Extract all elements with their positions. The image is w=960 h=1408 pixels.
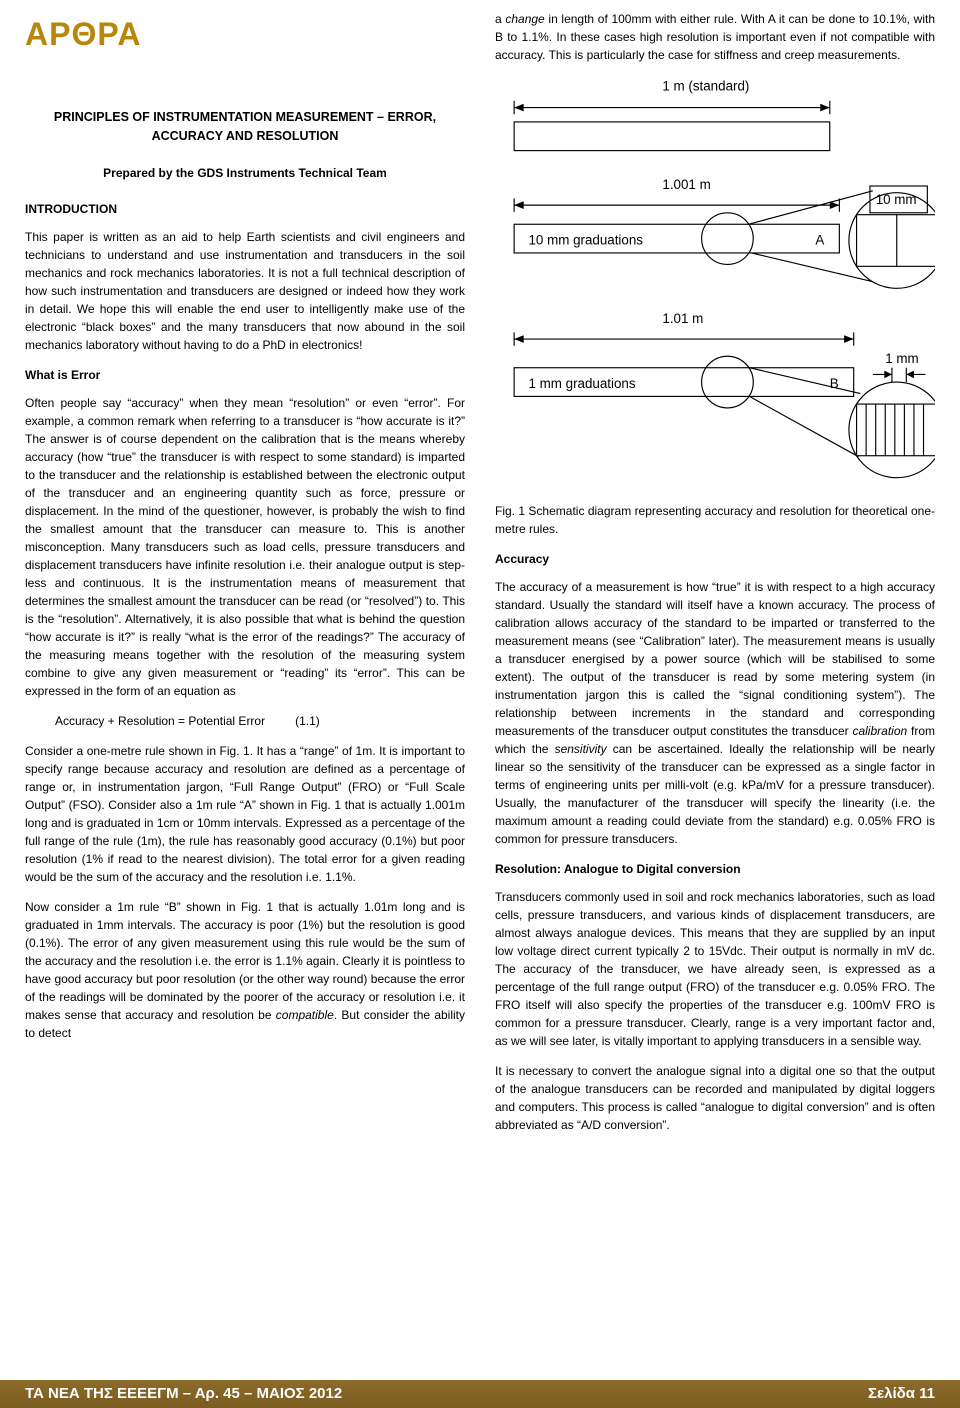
error-paragraph-3: Now consider a 1m rule “B” shown in Fig.… [25, 898, 465, 1042]
label-a-length: 1.001 m [662, 177, 710, 192]
label-a-grad: 10 mm graduations [528, 232, 643, 247]
heading-accuracy: Accuracy [495, 550, 935, 568]
two-column-layout: ΑΡΘΡΑ PRINCIPLES OF INSTRUMENTATION MEAS… [25, 10, 935, 1146]
error-paragraph-2: Consider a one-metre rule shown in Fig. … [25, 742, 465, 886]
resolution-paragraph-2: It is necessary to convert the analogue … [495, 1062, 935, 1134]
footer-right: Σελίδα 11 [868, 1383, 935, 1406]
top-p-a: a [495, 12, 505, 26]
left-column: ΑΡΘΡΑ PRINCIPLES OF INSTRUMENTATION MEAS… [25, 10, 465, 1146]
diagram-svg: 1 m (standard) 1.001 m 1 [495, 76, 935, 487]
equation-1-1: Accuracy + Resolution = Potential Error … [25, 712, 465, 730]
acc-p1-i2: sensitivity [555, 742, 607, 756]
label-b-grad: 1 mm graduations [528, 376, 635, 391]
label-b-length: 1.01 m [662, 311, 703, 326]
acc-p1-a: The accuracy of a measurement is how “tr… [495, 580, 935, 738]
err-p3-part-a: Now consider a 1m rule “B” shown in Fig.… [25, 900, 465, 1022]
equation-text: Accuracy + Resolution = Potential Error [55, 714, 265, 728]
acc-p1-c: can be ascertained. Ideally the relation… [495, 742, 935, 846]
heading-introduction: INTRODUCTION [25, 200, 465, 218]
right-column: a change in length of 100mm with either … [495, 10, 935, 1146]
label-standard: 1 m (standard) [662, 78, 749, 93]
accuracy-paragraph: The accuracy of a measurement is how “tr… [495, 578, 935, 848]
err-p3-italic: compatible [276, 1008, 334, 1022]
page-footer: ΤΑ ΝΕΑ ΤΗΣ ΕΕΕΕΓΜ – Αρ. 45 – ΜΑΙΟΣ 2012 … [0, 1380, 960, 1408]
footer-left: ΤΑ ΝΕΑ ΤΗΣ ΕΕΕΕΓΜ – Αρ. 45 – ΜΑΙΟΣ 2012 [25, 1383, 342, 1406]
figure-1-caption: Fig. 1 Schematic diagram representing ac… [495, 502, 935, 538]
heading-resolution: Resolution: Analogue to Digital conversi… [495, 860, 935, 878]
acc-p1-i1: calibration [852, 724, 907, 738]
label-b-zoom: 1 mm [885, 351, 918, 366]
paper-title: PRINCIPLES OF INSTRUMENTATION MEASUREMEN… [25, 108, 465, 146]
intro-paragraph: This paper is written as an aid to help … [25, 228, 465, 354]
heading-what-is-error: What is Error [25, 366, 465, 384]
equation-number: (1.1) [295, 714, 320, 728]
top-p-italic: change [505, 12, 544, 26]
page-section-title: ΑΡΘΡΑ [25, 10, 465, 58]
resolution-paragraph-1: Transducers commonly used in soil and ro… [495, 888, 935, 1050]
error-paragraph-1: Often people say “accuracy” when they me… [25, 394, 465, 700]
top-continuation-paragraph: a change in length of 100mm with either … [495, 10, 935, 64]
top-p-b: in length of 100mm with either rule. Wit… [495, 12, 935, 62]
figure-1-diagram: 1 m (standard) 1.001 m 1 [495, 76, 935, 492]
byline: Prepared by the GDS Instruments Technica… [25, 164, 465, 182]
label-a-name: A [815, 232, 824, 247]
